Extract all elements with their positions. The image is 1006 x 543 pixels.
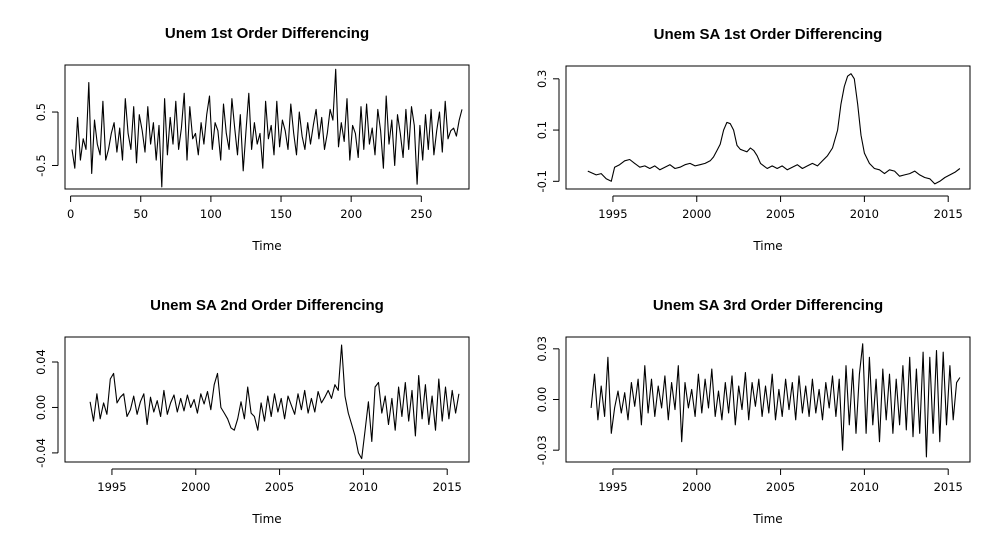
y-tick-label: 0.03: [535, 336, 549, 362]
y-tick-label: 0.1: [535, 121, 549, 139]
x-tick-label: 0: [67, 207, 74, 221]
chart-title: Unem SA 1st Order Differencing: [654, 26, 883, 43]
chart-panel-1: Unem 1st Order Differencing 0 50 100 150 200 2…: [34, 25, 470, 253]
series-line: [590, 343, 961, 458]
y-tick-label: -0.5: [34, 154, 48, 176]
x-tick-label: 100: [200, 207, 222, 221]
plot-frame: [64, 64, 470, 190]
x-tick-label: 2010: [850, 480, 879, 494]
x-tick-label: 2015: [934, 480, 963, 494]
x-tick-label: 250: [410, 207, 432, 221]
x-axis-title: Time: [752, 239, 782, 253]
chart-panel-3: Unem SA 2nd Order Differencing 1995 2000 20…: [34, 297, 470, 526]
x-tick-label: 2005: [265, 480, 294, 494]
plot-frame: [565, 65, 971, 190]
x-tick-label: 150: [270, 207, 292, 221]
series-line: [71, 68, 463, 188]
y-tick-label: 0.00: [535, 387, 549, 413]
chart-panel-2: Unem SA 1st Order Differencing 1995 2000 20…: [535, 26, 971, 253]
y-tick-label: -0.03: [535, 435, 549, 465]
chart-panel-4: Unem SA 3rd Order Differencing 1995 2000 20…: [535, 297, 971, 526]
x-tick-label: 2000: [181, 480, 210, 494]
x-tick-label: 2010: [349, 480, 378, 494]
x-tick-label: 2000: [682, 207, 711, 221]
y-tick-label: -0.04: [34, 438, 48, 468]
y-tick-label: -0.1: [535, 170, 549, 192]
series-line: [89, 344, 460, 460]
chart-title: Unem 1st Order Differencing: [165, 25, 369, 42]
x-tick-label: 200: [340, 207, 362, 221]
x-tick-label: 2005: [766, 207, 795, 221]
plot-frame: [565, 336, 971, 463]
x-tick-label: 1995: [598, 207, 627, 221]
y-tick-label: 0.5: [34, 103, 48, 121]
x-tick-label: 1995: [97, 480, 126, 494]
x-axis-title: Time: [251, 512, 281, 526]
x-tick-label: 2005: [766, 480, 795, 494]
x-axis-title: Time: [251, 239, 281, 253]
x-tick-label: 50: [133, 207, 148, 221]
y-tick-label: 0.3: [535, 70, 549, 88]
x-tick-label: 2010: [850, 207, 879, 221]
chart-title: Unem SA 3rd Order Differencing: [653, 297, 883, 314]
x-tick-label: 2015: [934, 207, 963, 221]
chart-title: Unem SA 2nd Order Differencing: [150, 297, 384, 314]
y-tick-label: 0.04: [34, 349, 48, 375]
series-line: [587, 73, 961, 185]
x-tick-label: 2015: [433, 480, 462, 494]
plot-frame: [64, 336, 470, 463]
y-tick-label: 0.00: [34, 395, 48, 421]
x-axis-title: Time: [752, 512, 782, 526]
x-tick-label: 2000: [682, 480, 711, 494]
x-tick-label: 1995: [598, 480, 627, 494]
